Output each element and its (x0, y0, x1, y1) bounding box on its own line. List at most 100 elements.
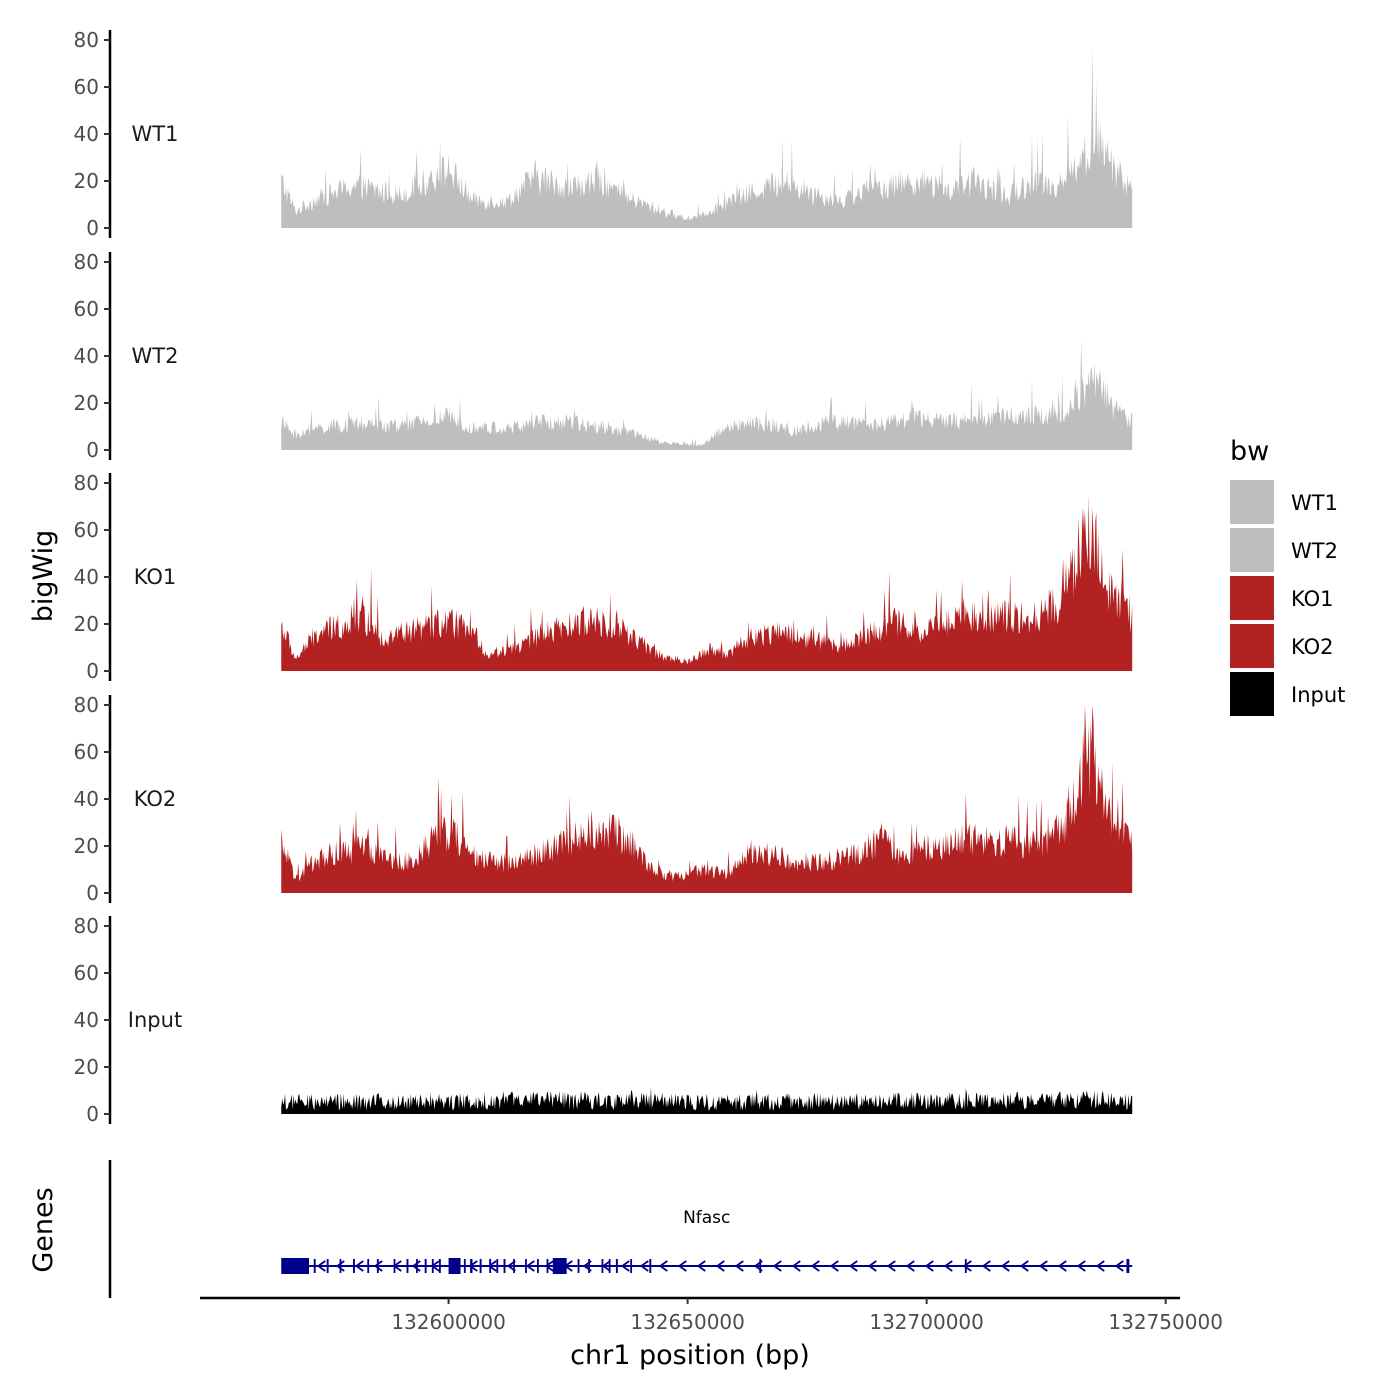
legend-label: WT2 (1291, 539, 1338, 563)
legend-key-wt1 (1230, 480, 1274, 524)
track-ko2: 0 20 40 60 80 KO2 (74, 693, 1133, 905)
track-label: WT2 (132, 344, 179, 368)
y-tick-label: 20 (74, 169, 99, 193)
exon (393, 1259, 396, 1273)
legend-label: Input (1291, 683, 1345, 707)
signal-tracks: 0 20 40 60 80 WT1 0 20 40 60 80 WT2 0 20 40 60 80 KO1 0 20 4… (74, 28, 1133, 1126)
legend-key-ko1 (1230, 576, 1274, 620)
exon (608, 1259, 611, 1273)
exon (339, 1259, 342, 1273)
strand-arrow (1057, 1260, 1067, 1272)
y-tick-label: 80 (74, 250, 99, 274)
y-tick-label: 60 (74, 518, 99, 542)
x-tick-label: 132750000 (1108, 1310, 1223, 1334)
y-tick-label: 40 (74, 787, 99, 811)
strand-arrow (791, 1260, 801, 1272)
strand-arrow (981, 1260, 991, 1272)
y-tick-label: 0 (86, 881, 99, 905)
track-label: WT1 (132, 122, 179, 146)
y-axis-title: bigWig (28, 530, 59, 623)
track-label: KO1 (134, 565, 177, 589)
exon (759, 1259, 762, 1273)
strand-arrow (506, 1260, 516, 1272)
exon (424, 1259, 427, 1273)
y-tick-label: 0 (86, 438, 99, 462)
track-label: KO2 (134, 787, 177, 811)
track-wt1: 0 20 40 60 80 WT1 (74, 28, 1133, 240)
y-tick-label: 0 (86, 216, 99, 240)
x-tick-label: 132600000 (391, 1310, 506, 1334)
strand-arrow (886, 1260, 896, 1272)
legend-label: KO2 (1291, 635, 1334, 659)
strand-arrow (943, 1260, 953, 1272)
strand-arrow (715, 1260, 725, 1272)
exon (649, 1259, 652, 1273)
strand-arrow (1114, 1260, 1124, 1272)
strand-arrow (354, 1260, 364, 1272)
y-tick-label: 40 (74, 565, 99, 589)
y-tick-label: 80 (74, 693, 99, 717)
strand-arrow (829, 1260, 839, 1272)
exon (431, 1259, 434, 1273)
exon (577, 1259, 580, 1273)
strand-arrow (772, 1260, 782, 1272)
y-tick-label: 60 (74, 961, 99, 985)
exon (588, 1259, 590, 1273)
gene-name-label: Nfasc (683, 1208, 730, 1228)
strand-arrow (1076, 1260, 1086, 1272)
y-tick-label: 60 (74, 740, 99, 764)
legend: bw WT1 WT2 KO1 KO2 Input (1230, 436, 1345, 716)
strand-arrow (1095, 1260, 1105, 1272)
strand-arrow (411, 1260, 421, 1272)
strand-arrow (620, 1260, 630, 1272)
exon (376, 1259, 379, 1273)
strand-arrow (658, 1260, 668, 1272)
strand-arrow (696, 1260, 706, 1272)
exon (537, 1259, 539, 1273)
legend-title: bw (1230, 436, 1269, 467)
exon (615, 1259, 618, 1273)
strand-arrow (1038, 1260, 1048, 1272)
track-input: 0 20 40 60 80 Input (74, 914, 1133, 1126)
strand-arrow (734, 1260, 744, 1272)
exon (479, 1259, 482, 1273)
exon (406, 1259, 409, 1273)
exon (463, 1259, 466, 1273)
exon (496, 1259, 499, 1273)
strand-arrow (677, 1260, 687, 1272)
y-tick-label: 40 (74, 122, 99, 146)
series-area-wt2 (281, 340, 1133, 450)
track-wt2: 0 20 40 60 80 WT2 (74, 250, 1133, 462)
y-tick-label: 0 (86, 659, 99, 683)
strand-arrow (1019, 1260, 1029, 1272)
x-axis-title: chr1 position (bp) (570, 1340, 810, 1371)
x-axis: 132600000 132650000 132700000 132750000 (200, 1296, 1223, 1334)
exon (313, 1259, 316, 1273)
legend-key-wt2 (1230, 528, 1274, 572)
exon (630, 1259, 633, 1273)
exon (513, 1259, 515, 1273)
y-tick-label: 0 (86, 1102, 99, 1126)
strand-arrow (848, 1260, 858, 1272)
strand-arrow (316, 1260, 326, 1272)
y-tick-label: 20 (74, 834, 99, 858)
series-area-ko2 (281, 705, 1133, 893)
exon (1126, 1259, 1130, 1273)
strand-arrow (373, 1260, 383, 1272)
strand-arrow (525, 1260, 535, 1272)
exon (489, 1259, 492, 1273)
y-tick-label: 60 (74, 75, 99, 99)
y-tick-label: 80 (74, 28, 99, 52)
track-ko1: 0 20 40 60 80 KO1 (74, 471, 1133, 683)
exon (470, 1259, 473, 1273)
exon (367, 1259, 370, 1273)
y-tick-label: 20 (74, 391, 99, 415)
track-label: Input (128, 1008, 182, 1032)
exon (326, 1259, 329, 1273)
y-tick-label: 80 (74, 471, 99, 495)
legend-label: WT1 (1291, 491, 1338, 515)
x-tick-label: 132650000 (630, 1310, 745, 1334)
genes-axis-title: Genes (28, 1187, 59, 1272)
strand-arrow (905, 1260, 915, 1272)
